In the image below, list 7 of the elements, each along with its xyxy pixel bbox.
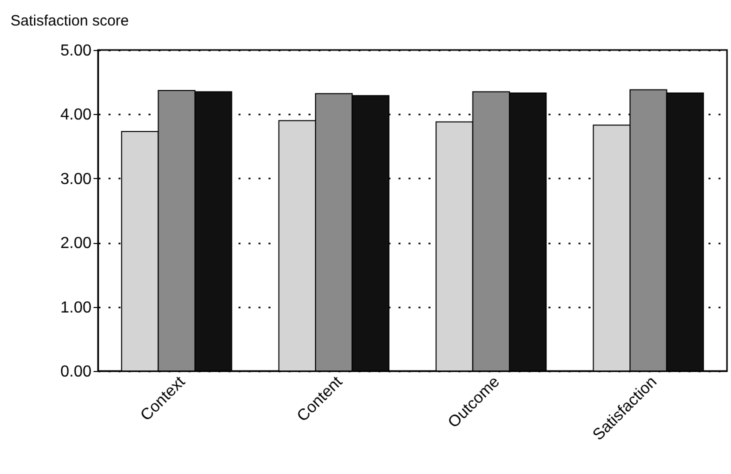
y-tick-label: 1.00 <box>60 299 92 316</box>
y-tick-label: 4.00 <box>60 106 92 124</box>
y-tick-label: 0.00 <box>60 364 92 380</box>
y-axis-title: Satisfaction score <box>10 12 129 30</box>
y-tick-label: 2.00 <box>60 235 92 252</box>
y-tick-label: 3.00 <box>60 170 92 188</box>
y-tick-label: 5.00 <box>60 42 92 60</box>
